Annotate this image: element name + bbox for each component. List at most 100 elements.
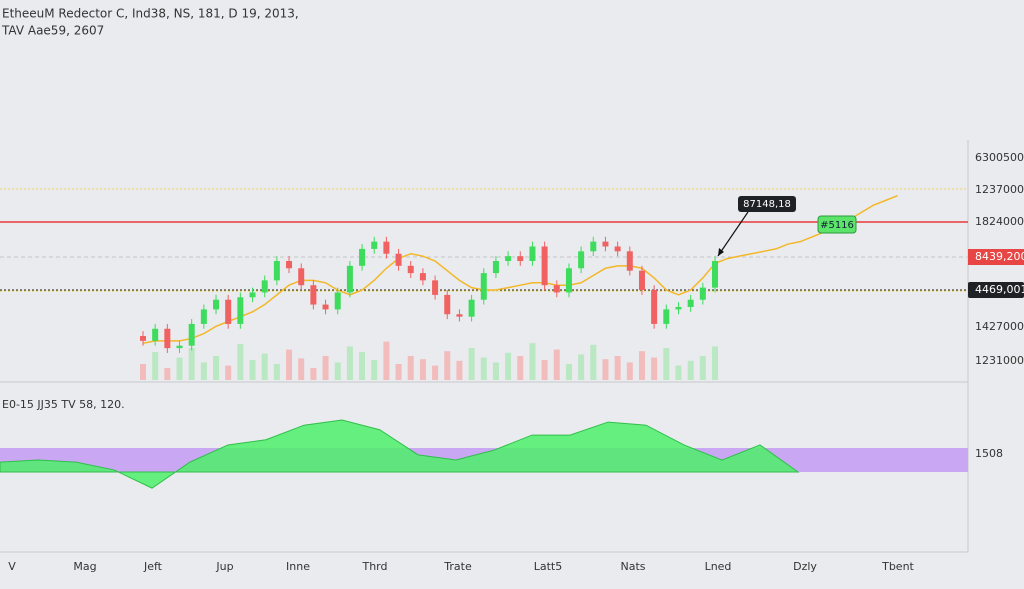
price-label: 4469,001: [975, 283, 1024, 296]
volume-bar: [553, 349, 560, 380]
price-label: 8439,200: [975, 250, 1024, 263]
candle-body: [237, 297, 244, 324]
candle-body: [505, 256, 512, 261]
volume-bar: [517, 356, 524, 380]
time-label: Nats: [620, 560, 645, 573]
volume-bar: [164, 368, 171, 380]
volume-bar: [626, 362, 633, 380]
volume-bar: [541, 360, 548, 380]
candle-body: [711, 261, 718, 288]
candle-body: [651, 290, 658, 324]
volume-bar: [334, 362, 341, 380]
candle-body: [249, 292, 256, 298]
price-label: 1231000: [975, 354, 1024, 367]
volume-bar: [505, 352, 512, 380]
candle-body: [213, 299, 220, 310]
candle-body: [395, 253, 402, 266]
volume-bar: [359, 352, 366, 380]
candle-body: [626, 251, 633, 271]
volume-bar: [614, 356, 621, 380]
subtitle: TAV Aae59, 2607: [1, 24, 104, 38]
volume-bar: [565, 364, 572, 380]
candle-body: [152, 328, 159, 341]
price-label: 1237000: [975, 183, 1024, 196]
candle-body: [359, 248, 366, 266]
candle-body: [699, 287, 706, 300]
candle-body: [334, 292, 341, 310]
candle-body: [273, 261, 280, 281]
badge: [817, 215, 857, 234]
candle-body: [346, 265, 353, 293]
volume-bar: [651, 357, 658, 380]
volume-bar: [298, 358, 305, 380]
callout-arrow: [717, 211, 749, 257]
candle-body: [590, 241, 597, 252]
volume-bar: [663, 348, 670, 380]
candle-body: [468, 299, 475, 317]
volume-bar: [140, 364, 146, 380]
candle-body: [261, 280, 268, 293]
price-tag: [968, 282, 1024, 298]
candle-body: [553, 285, 560, 293]
oscillator-label: E0-15 JJ35 TV 58, 120.: [2, 398, 125, 411]
candle-body: [663, 309, 670, 324]
candle-body: [225, 299, 232, 324]
candle-body: [565, 268, 572, 293]
time-label: Thrd: [361, 560, 387, 573]
candle-body: [444, 294, 451, 315]
candle-body: [432, 280, 439, 295]
candle-body: [140, 336, 146, 341]
candle-body: [322, 304, 329, 310]
candle-body: [371, 241, 378, 249]
candle-body: [675, 306, 682, 310]
candle-body: [480, 273, 487, 300]
candle-body: [200, 309, 207, 324]
time-label: Mag: [73, 560, 96, 573]
candle-body: [407, 265, 414, 274]
volume-bar: [468, 348, 475, 380]
time-label: Jeft: [143, 560, 163, 573]
time-label: Trate: [443, 560, 472, 573]
volume-bar: [638, 351, 645, 380]
candle-body: [176, 345, 183, 349]
volume-bar: [590, 344, 597, 380]
volume-bar: [480, 357, 487, 380]
volume-bar: [444, 351, 451, 380]
volume-bar: [322, 356, 329, 380]
volume-bar: [675, 365, 682, 380]
candle-body: [614, 246, 621, 252]
volume-bar: [432, 365, 439, 380]
volume-bar: [407, 356, 414, 380]
volume-bar: [152, 352, 159, 380]
candle-body: [638, 270, 645, 291]
candle-body: [298, 268, 305, 286]
candle-body: [456, 314, 463, 317]
volume-bar: [225, 365, 232, 380]
volume-bar: [529, 343, 536, 380]
candle-body: [383, 241, 390, 254]
price-tag: [968, 249, 1024, 265]
volume-bar: [383, 341, 390, 380]
volume-bar: [687, 360, 694, 380]
candle-body: [517, 256, 524, 261]
volume-bar: [261, 353, 268, 380]
volume-bar: [200, 362, 207, 380]
volume-bar: [602, 359, 609, 380]
candle-body: [687, 299, 694, 307]
volume-bar: [492, 362, 499, 380]
volume-bar: [213, 356, 220, 380]
volume-bar: [578, 354, 585, 380]
price-label: 1427000: [975, 320, 1024, 333]
candle-body: [286, 261, 293, 269]
candle-body: [419, 273, 426, 281]
time-label: Tbent: [881, 560, 914, 573]
price-label: 1824000: [975, 215, 1024, 228]
volume-bar: [237, 344, 244, 380]
oscillator-value: 1508: [975, 447, 1003, 460]
oscillator-area: [0, 419, 800, 489]
volume-bar: [371, 360, 378, 380]
volume-bar: [249, 360, 256, 380]
volume-bar: [273, 364, 280, 380]
